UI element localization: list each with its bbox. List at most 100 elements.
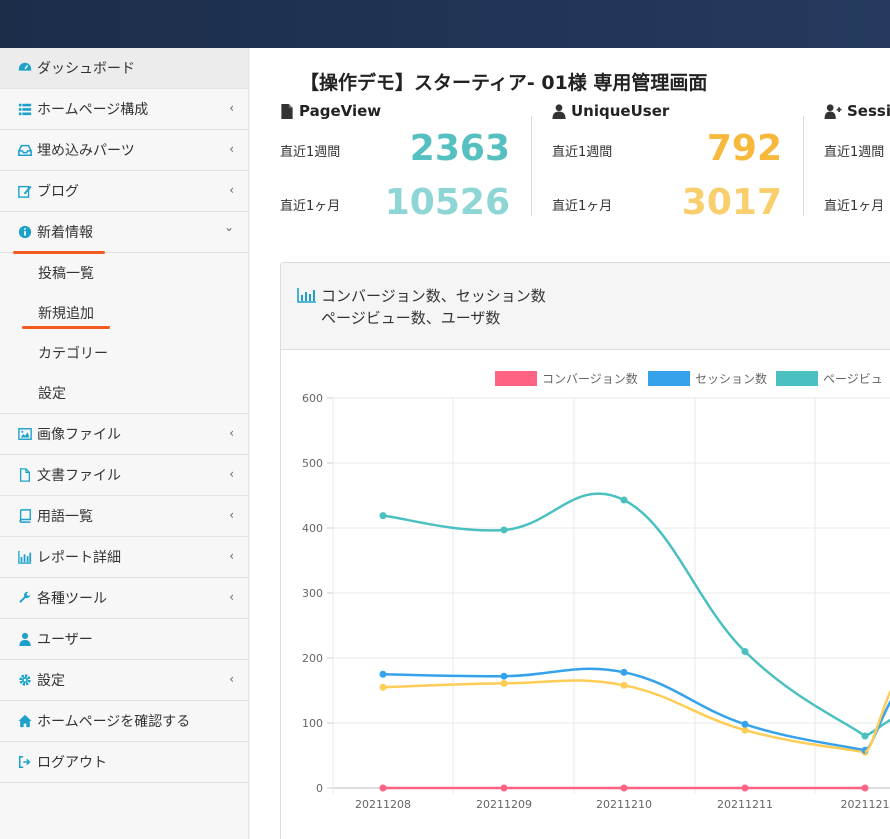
data-point[interactable] [741,720,749,728]
stat-week-value: 2363 [409,128,510,169]
list-icon [18,102,32,116]
x-tick-label: 2021121 [841,798,890,811]
stat-pageview-title: PageView [280,102,381,120]
stat-month-label: 直近1ヶ月 [552,199,613,214]
data-point[interactable] [500,526,508,534]
stat-divider [803,116,804,216]
chevron-left-icon: ‹ [229,549,234,563]
sidebar-item[interactable]: ホームページ構成 ‹ [0,89,248,130]
stat-week-label: 直近1週間 [280,145,341,160]
y-tick-label: 300 [302,587,323,600]
sidebar-item[interactable]: 用語一覧 ‹ [0,496,248,537]
y-tick-label: 0 [316,782,323,795]
data-point[interactable] [861,784,869,792]
series-line-tail [864,699,890,752]
chevron-left-icon: ‹ [229,426,234,440]
inbox-icon [18,143,32,157]
chevron-left-icon: ‹ [229,590,234,604]
sidebar-item[interactable]: レポート詳細 ‹ [0,537,248,578]
data-point[interactable] [741,726,749,734]
data-point[interactable] [620,784,628,792]
stat-session-title: Sessi [824,102,890,120]
data-point[interactable] [500,672,508,680]
sidebar-item-label: 埋め込みパーツ [37,143,135,159]
submenu-item[interactable]: 設定 [38,386,66,402]
stat-month-label: 直近1ヶ月 [280,199,341,214]
data-point[interactable] [500,679,508,687]
x-tick-label: 20211210 [596,798,652,811]
y-tick-label: 600 [302,392,323,405]
sidebar-item[interactable]: 各種ツール ‹ [0,578,248,619]
data-point[interactable] [741,648,749,655]
data-point[interactable] [620,496,628,504]
sidebar-item[interactable]: ダッシュボード [0,48,248,89]
legend-label[interactable]: ページビュ [823,372,883,386]
chevron-left-icon: ‹ [229,672,234,686]
stat-uniqueuser: UniqueUser 直近1週間 792 直近1ヶ月 3017 [552,100,802,223]
data-point[interactable] [379,670,387,678]
legend-swatch[interactable] [776,371,818,386]
data-point[interactable] [620,681,628,689]
stat-month-value: 3017 [681,182,782,223]
x-tick-label: 20211209 [476,798,532,811]
data-point[interactable] [620,668,628,676]
legend-swatch[interactable] [495,371,537,386]
submenu-item[interactable]: 新規追加 [0,293,248,333]
sidebar-item[interactable]: 文書ファイル ‹ [0,455,248,496]
chevron-left-icon: ‹ [229,142,234,156]
stat-week-label: 直近1週間 [552,145,613,160]
stat-pageview: PageView 直近1週間 2363 直近1ヶ月 10526 [280,100,530,223]
sidebar-item[interactable]: 設定 ‹ [0,660,248,701]
info-icon [18,225,32,239]
data-point[interactable] [379,683,387,691]
stat-divider [531,116,532,216]
sidebar-item[interactable]: ログアウト [0,742,248,783]
line-chart: 0 100 200 300 400 500 600 20211208 20211209 20211… [302,371,890,811]
chevron-left-icon: ‹ [229,467,234,481]
sidebar: ダッシュボード ホームページ構成 ‹ 埋め込みパーツ ‹ ブログ ‹ 新着情報 ⌄ 投稿一覧 新規追… [0,48,249,839]
legend-label[interactable]: セッション数 [695,371,767,386]
sidebar-item[interactable]: 埋め込みパーツ ‹ [0,130,248,171]
y-tick-label: 200 [302,652,323,665]
bar-chart-icon [297,288,316,303]
home-icon [18,714,32,728]
sidebar-item-label: ダッシュボード [37,61,135,77]
sidebar-item-label: ホームページ構成 [37,102,149,118]
series-line-tail [864,718,890,738]
x-tick-label: 20211208 [355,798,411,811]
highlight-underline [13,251,105,254]
sidebar-item-label: 用語一覧 [37,509,93,525]
stat-week-label: 直近1週間 [824,145,885,160]
data-point[interactable] [379,784,387,792]
logout-icon [18,755,32,769]
submenu-item[interactable]: 投稿一覧 [38,266,94,282]
submenu-item[interactable]: カテゴリー [38,346,108,362]
data-point[interactable] [741,784,749,792]
legend-swatch[interactable] [648,371,690,386]
edit-icon [18,184,32,198]
chevron-left-icon: ‹ [229,101,234,115]
y-tick-label: 100 [302,717,323,730]
sidebar-item[interactable]: ホームページを確認する [0,701,248,742]
stat-month-label: 直近1ヶ月 [824,199,885,214]
book-icon [18,509,32,523]
stat-uniqueuser-title: UniqueUser [552,102,669,120]
sidebar-item-label: 画像ファイル [37,427,121,443]
x-tick-label: 20211211 [717,798,773,811]
stat-week-value: 792 [706,128,782,169]
sidebar-item[interactable]: ブログ ‹ [0,171,248,212]
highlight-underline [22,326,110,329]
legend-label[interactable]: コンバージョン数 [542,371,638,386]
gear-icon [18,673,32,687]
data-point[interactable] [500,784,508,792]
image-icon [18,427,32,441]
data-point[interactable] [379,512,387,520]
series-line-tail [864,689,890,754]
chevron-left-icon: ‹ [229,183,234,197]
stat-month-value: 10526 [384,182,510,223]
sidebar-item[interactable]: 新着情報 ⌄ [0,212,248,254]
sidebar-item[interactable]: 画像ファイル ‹ [0,414,248,455]
stat-session: Sessi 直近1週間 直近1ヶ月 [824,100,890,220]
chart-panel-title: コンバージョン数、セッション数 ページビュー数、ユーザ数 [321,287,546,327]
sidebar-item[interactable]: ユーザー [0,619,248,660]
